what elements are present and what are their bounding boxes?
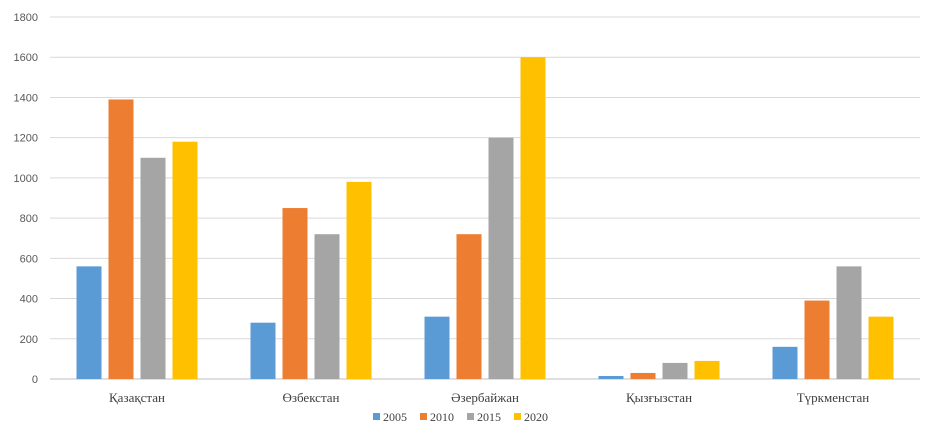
bar-2010-3 — [630, 372, 656, 379]
y-tick-label: 1400 — [14, 92, 38, 104]
bars — [76, 57, 894, 379]
legend-swatch-2015 — [467, 413, 474, 420]
bar-2015-3 — [662, 362, 688, 379]
bar-2015-2 — [488, 137, 514, 379]
y-tick-label: 1800 — [14, 12, 38, 24]
legend-swatch-2010 — [420, 413, 427, 420]
y-tick-label: 0 — [32, 374, 38, 386]
bar-2005-0 — [76, 266, 102, 379]
x-category-label: Қызғызстан — [626, 390, 692, 405]
x-axis-category-labels: Қазақстан Өзбекстан Әзербайжан Қызғызстан Тү… — [109, 390, 869, 405]
y-tick-label: 600 — [20, 253, 38, 265]
legend-swatch-2020 — [514, 413, 521, 420]
bar-2015-4 — [836, 266, 862, 379]
legend-label: 2010 — [430, 410, 454, 424]
legend-label: 2015 — [477, 410, 501, 424]
y-tick-label: 400 — [20, 294, 38, 306]
y-axis-tick-labels: 0 200 400 600 800 1000 1200 1400 1600 1800 — [14, 12, 38, 386]
bar-2010-0 — [108, 99, 134, 379]
bar-2015-0 — [140, 157, 166, 379]
bar-2010-2 — [456, 234, 482, 379]
bar-2005-1 — [250, 322, 276, 379]
bar-2010-1 — [282, 208, 308, 379]
x-category-label: Түркменстан — [797, 390, 870, 405]
bar-2005-4 — [772, 346, 798, 379]
legend: 2005 2010 2015 2020 — [373, 410, 548, 424]
legend-swatch-2005 — [373, 413, 380, 420]
y-tick-label: 1200 — [14, 133, 38, 145]
y-tick-label: 1000 — [14, 173, 38, 185]
legend-label: 2005 — [383, 410, 407, 424]
legend-label: 2020 — [524, 410, 548, 424]
x-category-label: Әзербайжан — [451, 390, 519, 405]
bar-2015-1 — [314, 234, 340, 379]
y-tick-label: 1600 — [14, 52, 38, 64]
y-tick-label: 800 — [20, 213, 38, 225]
bar-2020-0 — [172, 141, 198, 379]
bar-2005-3 — [598, 375, 624, 379]
y-tick-label: 200 — [20, 334, 38, 346]
bar-2005-2 — [424, 316, 450, 379]
bar-2020-4 — [868, 316, 894, 379]
bar-2020-2 — [520, 57, 546, 379]
x-category-label: Өзбекстан — [282, 390, 339, 405]
x-category-label: Қазақстан — [109, 390, 165, 405]
bar-2020-3 — [694, 360, 720, 379]
bar-2020-1 — [346, 181, 372, 379]
bar-2010-4 — [804, 300, 830, 379]
